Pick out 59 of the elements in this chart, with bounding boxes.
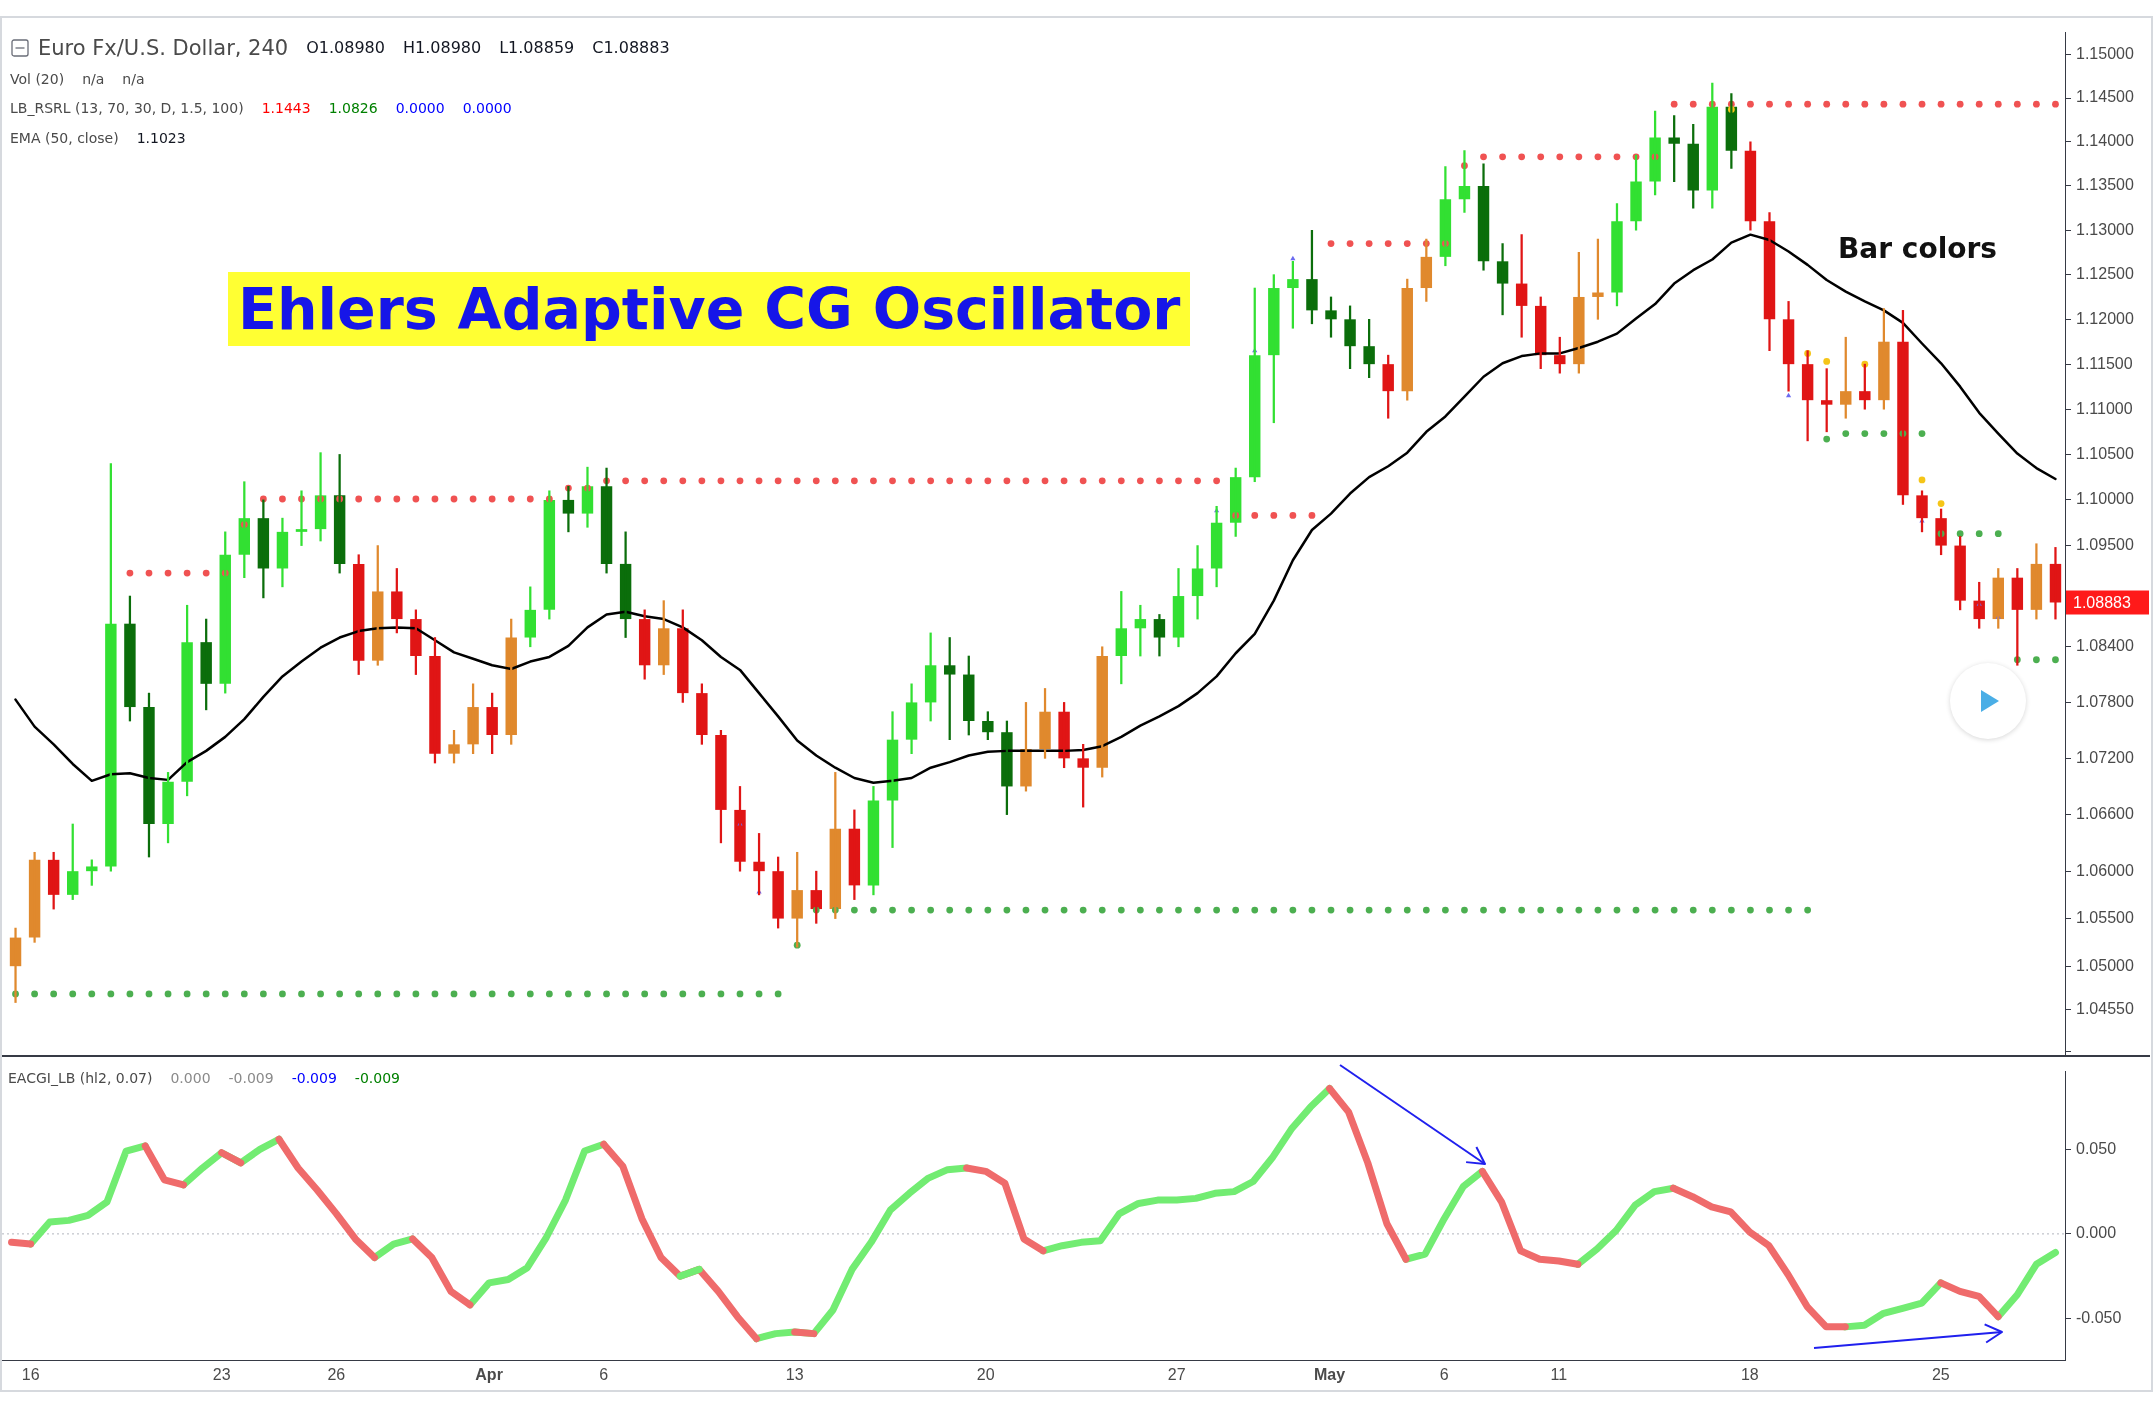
annotation: -0.009 xyxy=(291,1070,337,1086)
y-tick-label: 1.06000 xyxy=(2076,861,2134,879)
y-tick-label: 1.12500 xyxy=(2076,265,2134,283)
x-tick-label: 25 xyxy=(1931,1366,1950,1384)
y-tick-label: 1.13500 xyxy=(2076,176,2134,194)
y-tick-label: 1.15000 xyxy=(2076,44,2134,62)
annotation: EACGI_LB (hl2, 0.07) xyxy=(8,1070,153,1086)
annotation: O1.08980 xyxy=(306,38,385,57)
y-tick-label: 1.05000 xyxy=(2076,956,2134,974)
y-tick-label: 1.07800 xyxy=(2076,692,2134,710)
annotation: 0.0000 xyxy=(462,100,512,116)
y-tick-label: 0.050 xyxy=(2076,1139,2117,1157)
annotation: EMA (50, close) xyxy=(10,130,119,146)
annotation: n/a xyxy=(82,71,105,87)
y-tick-label: 1.12000 xyxy=(2076,309,2134,327)
x-tick-label: May xyxy=(1314,1366,1346,1384)
annotation: n/a xyxy=(122,71,145,87)
y-tick-label: 1.10500 xyxy=(2076,444,2134,462)
y-tick-label: 1.05500 xyxy=(2076,908,2134,926)
y-tick-label: 1.14500 xyxy=(2076,88,2134,106)
annotation: -0.009 xyxy=(228,1070,274,1086)
text: 1.08883 xyxy=(2073,593,2131,611)
annotation: L1.08859 xyxy=(499,38,575,57)
y-tick-label: 1.14000 xyxy=(2076,132,2134,150)
x-tick-label: 6 xyxy=(1439,1366,1449,1384)
x-tick-label: Apr xyxy=(475,1366,503,1384)
y-tick-label: 1.04550 xyxy=(2076,999,2134,1017)
annotation: 0.0000 xyxy=(395,100,445,116)
y-tick-label: 1.06600 xyxy=(2076,805,2134,823)
x-tick-label: 27 xyxy=(1167,1366,1186,1384)
annotation: Bar colors xyxy=(1838,232,1997,266)
chart-title: Euro Fx/U.S. Dollar, 240 xyxy=(38,35,289,60)
annotation: 1.1443 xyxy=(261,100,311,116)
annotation: 1.1023 xyxy=(136,130,186,146)
x-tick-label: 20 xyxy=(976,1366,995,1384)
y-tick-label: 1.07200 xyxy=(2076,748,2134,766)
annotation: H1.08980 xyxy=(402,38,482,57)
x-tick-label: 6 xyxy=(599,1366,609,1384)
x-tick-label: 26 xyxy=(327,1366,346,1384)
annotation: 0.000 xyxy=(170,1070,211,1086)
y-tick-label: 1.13000 xyxy=(2076,220,2134,238)
x-tick-label: 13 xyxy=(785,1366,804,1384)
annotation: Vol (20) xyxy=(10,71,65,87)
annotation: C1.08883 xyxy=(592,38,670,57)
x-tick-label: 23 xyxy=(212,1366,231,1384)
annotation: Ehlers Adaptive CG Oscillator xyxy=(228,272,1191,346)
x-tick-label: 18 xyxy=(1740,1366,1759,1384)
y-tick-label: 1.10000 xyxy=(2076,490,2134,508)
annotation: 1.0826 xyxy=(328,100,378,116)
x-tick-label: 11 xyxy=(1550,1366,1568,1384)
y-tick-label: 0.000 xyxy=(2076,1224,2117,1242)
y-tick-label: 1.09500 xyxy=(2076,535,2134,553)
y-tick-label: 1.11000 xyxy=(2076,399,2133,417)
y-tick-label: 1.08400 xyxy=(2076,637,2134,655)
y-tick-label: -0.050 xyxy=(2076,1308,2122,1326)
x-tick-label: 16 xyxy=(21,1366,40,1384)
y-tick-label: 1.11500 xyxy=(2076,354,2133,372)
annotation: -0.009 xyxy=(354,1070,400,1086)
annotation: LB_RSRL (13, 70, 30, D, 1.5, 100) xyxy=(10,100,244,116)
